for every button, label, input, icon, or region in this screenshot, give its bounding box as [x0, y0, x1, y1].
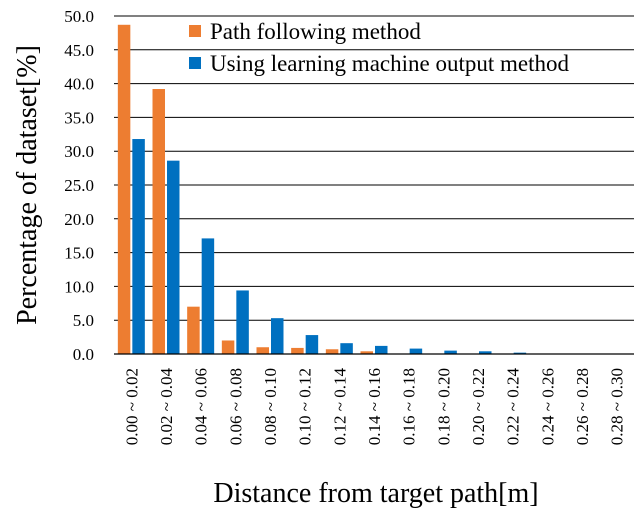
bar-learning-machine: [236, 290, 249, 354]
y-tick-label: 10.0: [64, 277, 94, 296]
x-tick-label: 0.08 ~ 0.10: [261, 368, 280, 445]
x-tick-label: 0.26 ~ 0.28: [573, 368, 592, 445]
legend-label: Path following method: [210, 19, 421, 44]
x-tick-label: 0.18 ~ 0.20: [434, 368, 453, 445]
x-tick-label: 0.04 ~ 0.06: [192, 368, 211, 445]
y-tick-label: 20.0: [64, 210, 94, 229]
x-tick-label: 0.22 ~ 0.24: [504, 368, 523, 446]
legend-swatch: [189, 25, 201, 37]
gridlines: [114, 15, 634, 321]
bar-path-following: [187, 306, 200, 354]
x-tick-label: 0.00 ~ 0.02: [122, 368, 141, 445]
y-tick-labels: 0.0 5.0 10.0 15.0 20.0 25.0 30.0 35.0 40.0 45.0 50…: [64, 7, 94, 364]
x-tick-label: 0.28 ~ 0.30: [608, 368, 627, 445]
bars: [117, 24, 527, 355]
x-tick-label: 0.10 ~ 0.12: [296, 368, 315, 445]
bar-learning-machine: [479, 351, 492, 354]
bar-learning-machine: [444, 350, 457, 354]
y-tick-label: 50.0: [64, 7, 94, 26]
y-tick-label: 45.0: [64, 41, 94, 60]
y-tick-label: 5.0: [73, 311, 94, 330]
legend-label: Using learning machine output method: [210, 51, 569, 76]
bar-learning-machine: [305, 335, 319, 354]
y-tick-label: 25.0: [64, 176, 94, 195]
y-tick-label: 40.0: [64, 75, 94, 94]
x-tick-label: 0.20 ~ 0.22: [469, 368, 488, 445]
y-tick-label: 35.0: [64, 108, 94, 127]
x-tick-label: 0.14 ~ 0.16: [365, 368, 384, 445]
bar-learning-machine: [409, 348, 423, 354]
bar-learning-machine: [513, 352, 527, 354]
bar-learning-machine: [201, 238, 215, 354]
bar-path-following: [360, 351, 373, 354]
bar-learning-machine: [167, 160, 180, 354]
x-tick-label: 0.06 ~ 0.08: [226, 368, 245, 445]
x-tick-label: 0.16 ~ 0.18: [400, 368, 419, 445]
y-tick-label: 15.0: [64, 244, 94, 263]
y-tick-label: 30.0: [64, 142, 94, 161]
x-tick-labels: 0.00 ~ 0.02 0.02 ~ 0.04 0.04 ~ 0.06 0.06 ~ …: [122, 368, 626, 446]
bar-learning-machine: [375, 345, 388, 354]
y-tick-label: 0.0: [73, 345, 94, 364]
y-axis-title: Percentage of dataset[%]: [12, 45, 43, 325]
legend: Path following method Using learning mach…: [189, 19, 569, 76]
bar-learning-machine: [340, 343, 353, 354]
bar-learning-machine: [132, 139, 145, 354]
bar-path-following: [221, 340, 235, 354]
x-tick-label: 0.24 ~ 0.26: [538, 368, 557, 445]
bar-path-following: [325, 349, 339, 354]
legend-swatch: [189, 57, 201, 69]
bar-path-following: [291, 347, 304, 354]
bar-path-following: [152, 89, 165, 355]
bar-learning-machine: [271, 318, 284, 354]
x-tick-label: 0.02 ~ 0.04: [157, 368, 176, 446]
x-tick-label: 0.12 ~ 0.14: [330, 368, 349, 446]
bar-path-following: [256, 347, 269, 354]
bar-path-following: [117, 24, 131, 355]
x-axis-title: Distance from target path[m]: [213, 478, 538, 509]
